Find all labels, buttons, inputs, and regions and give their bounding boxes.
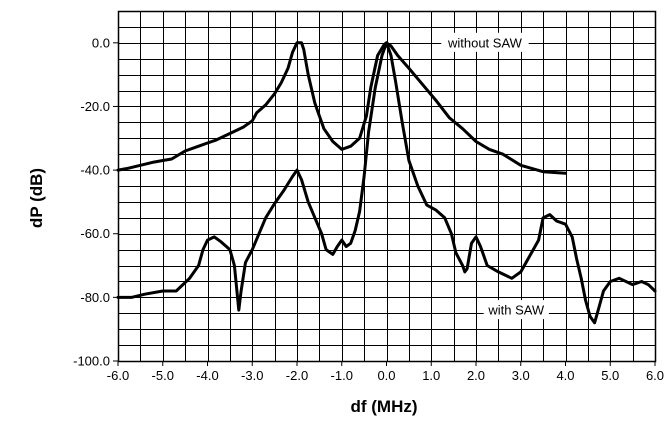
series-line-1 [116,41,567,175]
x-tick-label: 6.0 [646,368,664,383]
series-annotation-2: with SAW [487,303,545,318]
grid [118,11,656,362]
annotations: without SAW with SAW [441,32,549,320]
x-tick-label: 5.0 [601,368,619,383]
y-axis-title: dP (dB) [27,168,46,228]
y-tick-label: -100.0 [73,354,110,369]
x-tick-label: -3.0 [241,368,263,383]
x-tick-label: -4.0 [196,368,218,383]
x-tick-label: -1.0 [331,368,353,383]
x-tick-labels: -6.0 -5.0 -4.0 -3.0 -2.0 -1.0 0.0 1.0 2.0 3.0 4.0 5… [107,361,664,383]
series-annotation-1: without SAW [447,35,523,50]
x-tick-label: 4.0 [556,368,574,383]
x-tick-label: 0.0 [377,368,395,383]
y-tick-label: 0.0 [92,35,110,50]
x-tick-label: -5.0 [152,368,174,383]
series-line-2 [116,41,657,325]
annotation-background [441,32,529,52]
x-tick-label: 3.0 [512,368,530,383]
x-tick-label: 2.0 [467,368,485,383]
x-tick-label: 1.0 [422,368,440,383]
y-tick-label: -80.0 [80,290,110,305]
annotation-background [483,300,549,320]
x-tick-label: -2.0 [286,368,308,383]
x-tick-label: -6.0 [107,368,129,383]
x-axis-title: df (MHz) [350,397,417,416]
series-lines [116,41,657,325]
y-tick-label: -40.0 [80,163,110,178]
y-tick-labels: 0.0 -20.0 -40.0 -60.0 -80.0 -100.0 [73,35,118,369]
y-tick-label: -20.0 [80,99,110,114]
y-tick-label: -60.0 [80,226,110,241]
